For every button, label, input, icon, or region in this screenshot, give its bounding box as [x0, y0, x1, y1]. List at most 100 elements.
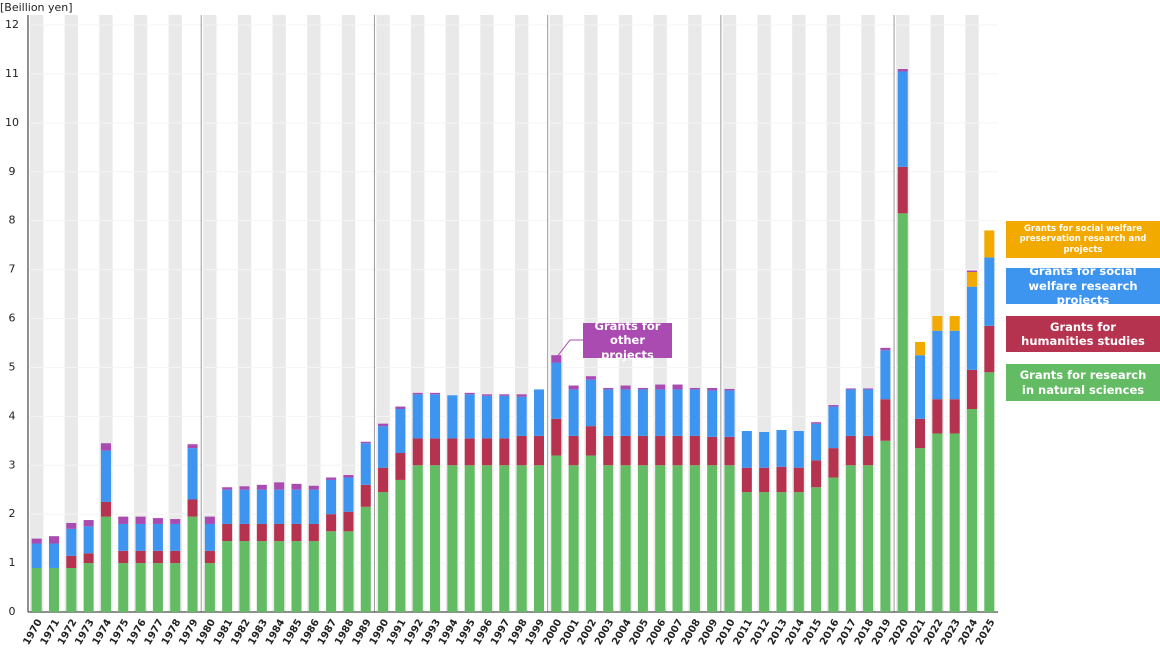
bar-segment [845, 389, 856, 436]
y-tick-label: 6 [9, 312, 16, 325]
bar-segment [707, 436, 718, 466]
bar-segment [464, 394, 475, 439]
bar-segment [135, 550, 146, 564]
bar-segment [204, 516, 215, 524]
bar-segment [31, 538, 42, 544]
bar-segment [447, 465, 458, 612]
bar-segment [516, 394, 527, 397]
bar-segment [100, 450, 111, 502]
bar-segment [897, 71, 908, 167]
bar-segment [759, 492, 770, 612]
bar-segment [378, 492, 389, 612]
bar-segment [152, 550, 163, 564]
bar-segment [897, 213, 908, 612]
bar-segment [135, 516, 146, 524]
bar-segment [776, 430, 787, 467]
bar-segment [326, 531, 337, 612]
bar-segment [620, 389, 631, 436]
bar-segment [568, 389, 579, 436]
stripe [133, 15, 148, 612]
bar-segment [83, 526, 94, 554]
bar-segment [239, 486, 250, 490]
bar-segment [430, 438, 441, 466]
bar-segment [274, 523, 285, 542]
bar-segment [222, 489, 233, 524]
bar-segment [516, 465, 527, 612]
bar-segment [343, 475, 354, 478]
bar-segment [603, 465, 614, 612]
bar-segment [793, 431, 804, 468]
bar-segment [655, 384, 666, 390]
bar-segment [66, 522, 77, 529]
bar-segment [412, 465, 423, 612]
bar-segment [533, 465, 545, 612]
bar-segment [863, 465, 874, 612]
bar-segment [256, 541, 267, 612]
bar-segment [256, 484, 267, 490]
bar-segment [204, 523, 215, 551]
bar-segment [897, 166, 908, 214]
y-tick-label: 12 [5, 18, 19, 31]
bar-segment [343, 511, 354, 532]
bar-segment [724, 390, 735, 437]
bar-segment [222, 523, 233, 542]
bar-segment [118, 563, 129, 612]
bar-segment [689, 435, 700, 466]
bar-segment [724, 388, 735, 391]
stripe [237, 15, 252, 612]
bar-segment [811, 423, 822, 461]
bar-segment [551, 418, 562, 456]
bar-segment [499, 394, 510, 396]
bar-segment [533, 389, 545, 436]
bar-segment [811, 487, 822, 612]
bar-segment [360, 506, 371, 612]
bar-segment [707, 387, 718, 391]
bar-segment [48, 543, 60, 568]
bar-segment [118, 516, 129, 524]
bar-segment [343, 477, 354, 512]
y-tick-label: 3 [9, 458, 16, 471]
bar-segment [863, 388, 874, 390]
bar-segment [222, 541, 233, 612]
y-tick-label: 10 [5, 116, 19, 129]
stripe [64, 15, 78, 612]
bar-segment [239, 489, 250, 524]
bar-segment [741, 467, 752, 493]
bar-segment [585, 426, 596, 456]
bar-segment [499, 438, 510, 466]
bar-segment [620, 385, 631, 390]
bar-segment [637, 387, 648, 390]
bar-segment [31, 543, 42, 568]
y-tick-label: 1 [9, 556, 16, 569]
bar-segment [118, 550, 129, 564]
bar-segment [932, 399, 943, 434]
stripe [168, 15, 182, 612]
stripe [272, 15, 286, 612]
bar-segment [966, 369, 978, 409]
bar-segment [170, 550, 181, 564]
bar-segment [880, 399, 891, 441]
bar-segment [464, 465, 475, 612]
bar-segment [966, 272, 978, 287]
bar-segment [239, 541, 250, 612]
bar-segment [585, 455, 596, 612]
bar-segment [516, 396, 527, 436]
bar-segment [915, 418, 926, 449]
bar-segment [222, 487, 233, 490]
bar-segment [308, 489, 319, 524]
bar-segment [204, 563, 215, 612]
bar-segment [551, 362, 562, 419]
bar-segment [845, 435, 856, 466]
bar-segment [308, 541, 319, 612]
bar-segment [83, 563, 94, 612]
y-tick-label: 8 [9, 214, 16, 227]
bar-segment [551, 355, 562, 363]
bar-segment [585, 379, 596, 427]
bar-segment [83, 520, 94, 527]
bar-segment [152, 523, 163, 551]
bar-segment [48, 567, 60, 612]
bar-segment [152, 563, 163, 612]
bar-segment [66, 555, 77, 568]
bar-segment [187, 516, 198, 612]
